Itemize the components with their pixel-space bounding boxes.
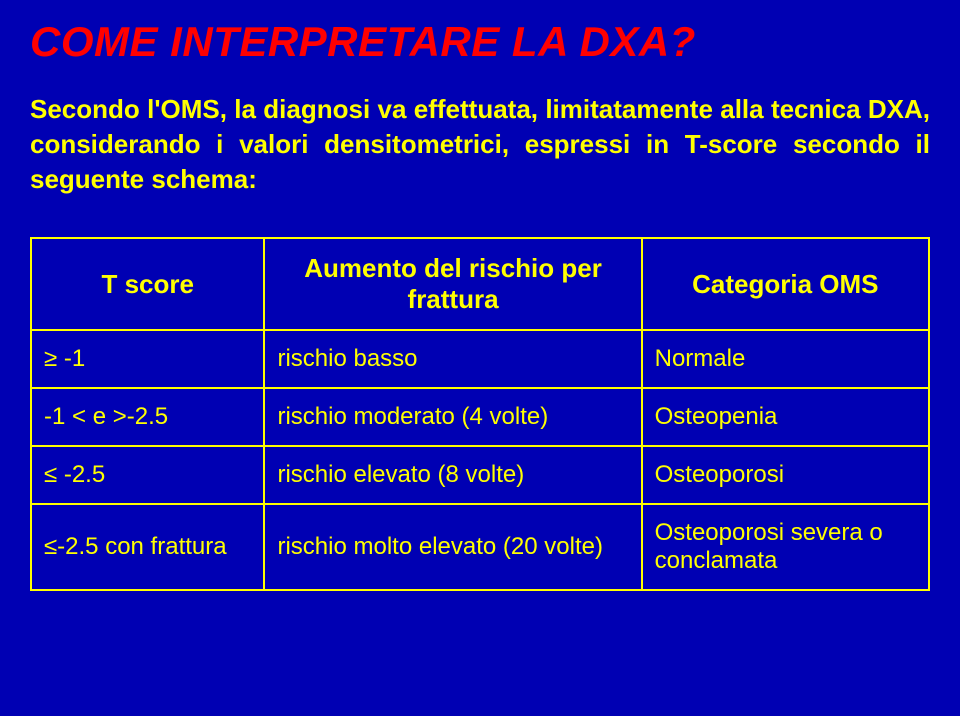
header-risk: Aumento del rischio per frattura bbox=[264, 238, 641, 330]
table-row: ≥ -1 rischio basso Normale bbox=[31, 330, 929, 388]
header-tscore: T score bbox=[31, 238, 264, 330]
cell-tscore: ≤ -2.5 bbox=[31, 446, 264, 504]
cell-risk: rischio molto elevato (20 volte) bbox=[264, 504, 641, 590]
cell-risk: rischio basso bbox=[264, 330, 641, 388]
cell-tscore: -1 < e >-2.5 bbox=[31, 388, 264, 446]
cell-category: Osteopenia bbox=[642, 388, 929, 446]
cell-tscore: ≤-2.5 con frattura bbox=[31, 504, 264, 590]
cell-category: Osteoporosi severa o conclamata bbox=[642, 504, 929, 590]
cell-risk: rischio moderato (4 volte) bbox=[264, 388, 641, 446]
cell-risk: rischio elevato (8 volte) bbox=[264, 446, 641, 504]
header-category: Categoria OMS bbox=[642, 238, 929, 330]
table-row: ≤ -2.5 rischio elevato (8 volte) Osteopo… bbox=[31, 446, 929, 504]
slide-paragraph: Secondo l'OMS, la diagnosi va effettuata… bbox=[30, 92, 930, 197]
table-row: -1 < e >-2.5 rischio moderato (4 volte) … bbox=[31, 388, 929, 446]
slide-title: COME INTERPRETARE LA DXA? bbox=[30, 18, 930, 66]
slide-container: COME INTERPRETARE LA DXA? Secondo l'OMS,… bbox=[0, 0, 960, 716]
cell-category: Normale bbox=[642, 330, 929, 388]
cell-category: Osteoporosi bbox=[642, 446, 929, 504]
cell-tscore: ≥ -1 bbox=[31, 330, 264, 388]
tscore-table: T score Aumento del rischio per frattura… bbox=[30, 237, 930, 591]
table-header-row: T score Aumento del rischio per frattura… bbox=[31, 238, 929, 330]
table-row: ≤-2.5 con frattura rischio molto elevato… bbox=[31, 504, 929, 590]
